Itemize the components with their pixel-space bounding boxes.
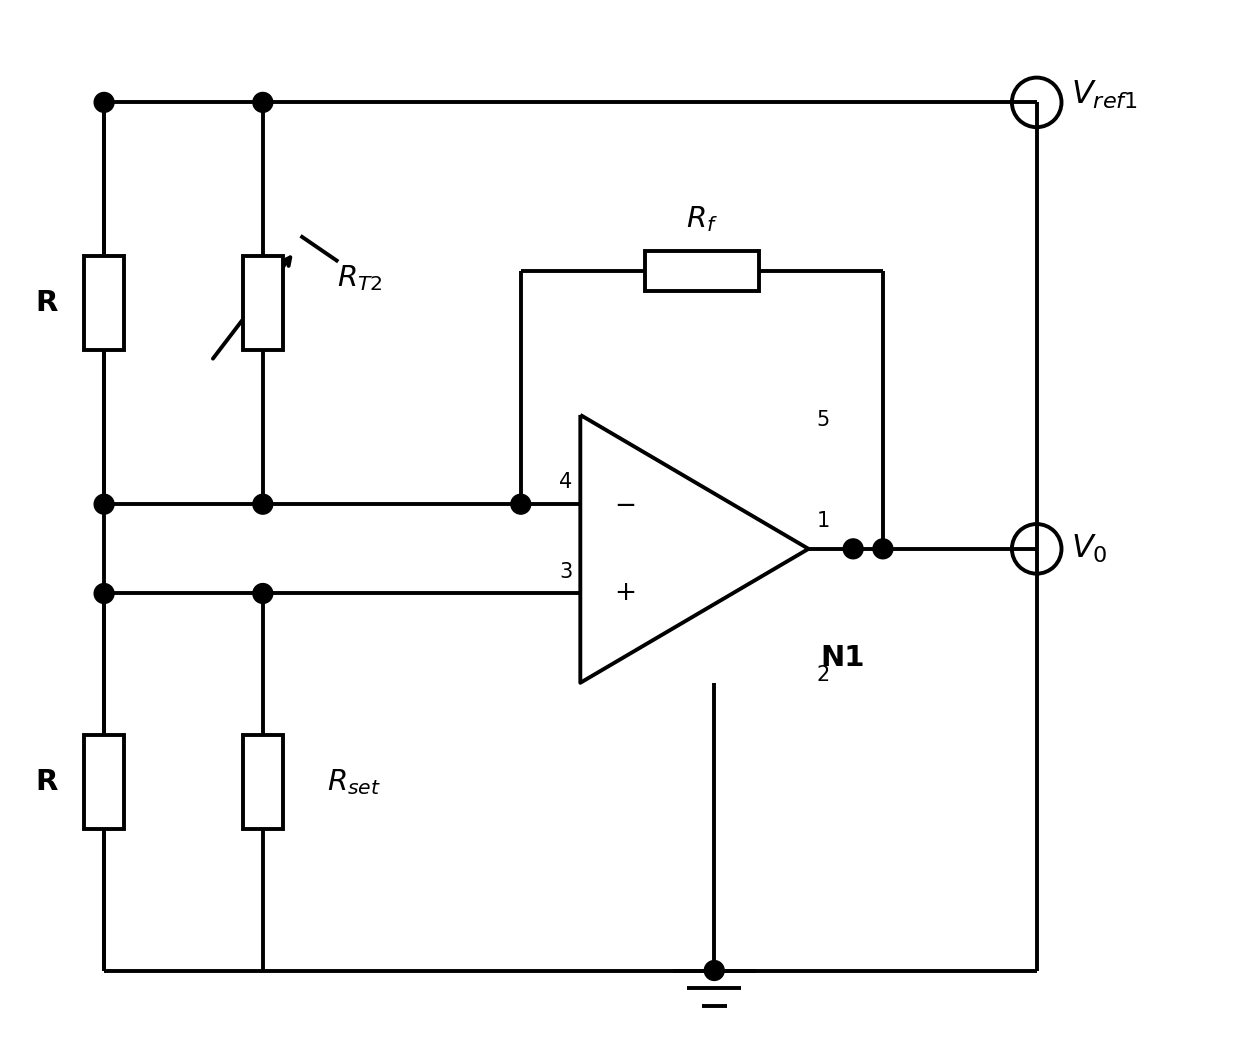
Text: 1: 1 (816, 511, 830, 531)
Bar (84, 735, 124, 829)
Bar (243, 735, 283, 829)
Circle shape (253, 92, 273, 112)
Text: 4: 4 (559, 472, 573, 492)
Circle shape (511, 495, 531, 514)
Text: 5: 5 (816, 410, 830, 430)
Circle shape (253, 495, 273, 514)
Text: R: R (36, 768, 58, 796)
Text: $R_{T2}$: $R_{T2}$ (337, 264, 383, 293)
Circle shape (704, 961, 724, 981)
Text: $V_0$: $V_0$ (1071, 533, 1109, 566)
Circle shape (253, 584, 273, 604)
Bar (243, 256, 283, 351)
Circle shape (873, 539, 893, 559)
Text: $R_f$: $R_f$ (686, 204, 718, 234)
Bar (645, 251, 759, 291)
Text: $-$: $-$ (614, 491, 636, 517)
Text: $V_{ref1}$: $V_{ref1}$ (1071, 78, 1138, 110)
Circle shape (94, 584, 114, 604)
Text: $R_{set}$: $R_{set}$ (327, 767, 382, 796)
Text: 2: 2 (816, 665, 830, 685)
Text: N1: N1 (821, 644, 866, 672)
Text: $+$: $+$ (614, 580, 636, 607)
Text: 3: 3 (559, 561, 573, 581)
Text: R: R (36, 289, 58, 318)
Circle shape (843, 539, 863, 559)
Bar (84, 256, 124, 351)
Circle shape (94, 92, 114, 112)
Circle shape (94, 495, 114, 514)
